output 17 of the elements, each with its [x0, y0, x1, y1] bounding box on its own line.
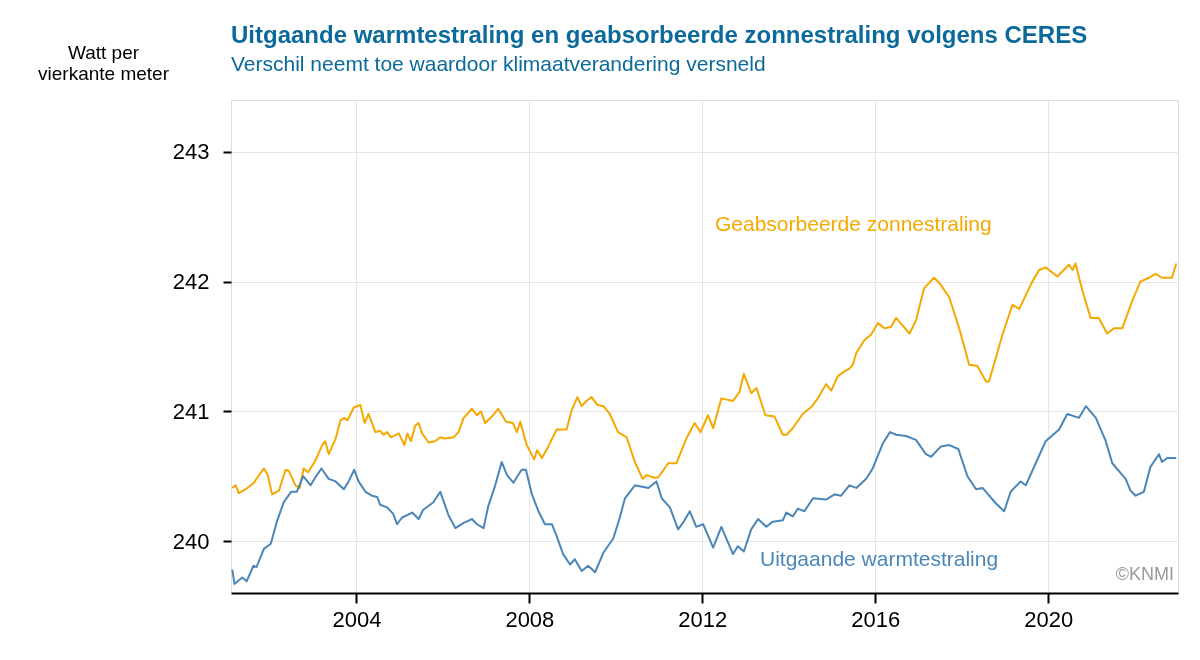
text: Geabsorbeerde zonnestraling: [715, 212, 992, 235]
x-tick-label: 2020: [1024, 606, 1074, 632]
x-tick-label: 2016: [851, 606, 901, 632]
y-tick-label: 240: [172, 528, 210, 554]
x-tick-label: 2004: [332, 606, 382, 632]
y-tick-label: 243: [172, 139, 210, 165]
series-label: Uitgaande warmtestraling: [760, 547, 999, 570]
y-axis-title: Watt per vierkante meter: [38, 41, 170, 84]
line-series: [231, 262, 1178, 496]
x-tick-label: 2008: [505, 606, 555, 632]
y-tick-label: 242: [172, 269, 210, 295]
line-series: [231, 405, 1178, 585]
x-tick-label: 2012: [678, 606, 728, 632]
annotation: ©KNMI: [1115, 564, 1174, 584]
chart-subtitle: Verschil neemt toe waardoor klimaatverandering versneld: [231, 52, 766, 75]
chart-title: Uitgaande warmtestraling en geabsorbeerde zonnestraling volgens CERES: [231, 21, 1088, 48]
y-tick-label: 241: [172, 398, 210, 424]
